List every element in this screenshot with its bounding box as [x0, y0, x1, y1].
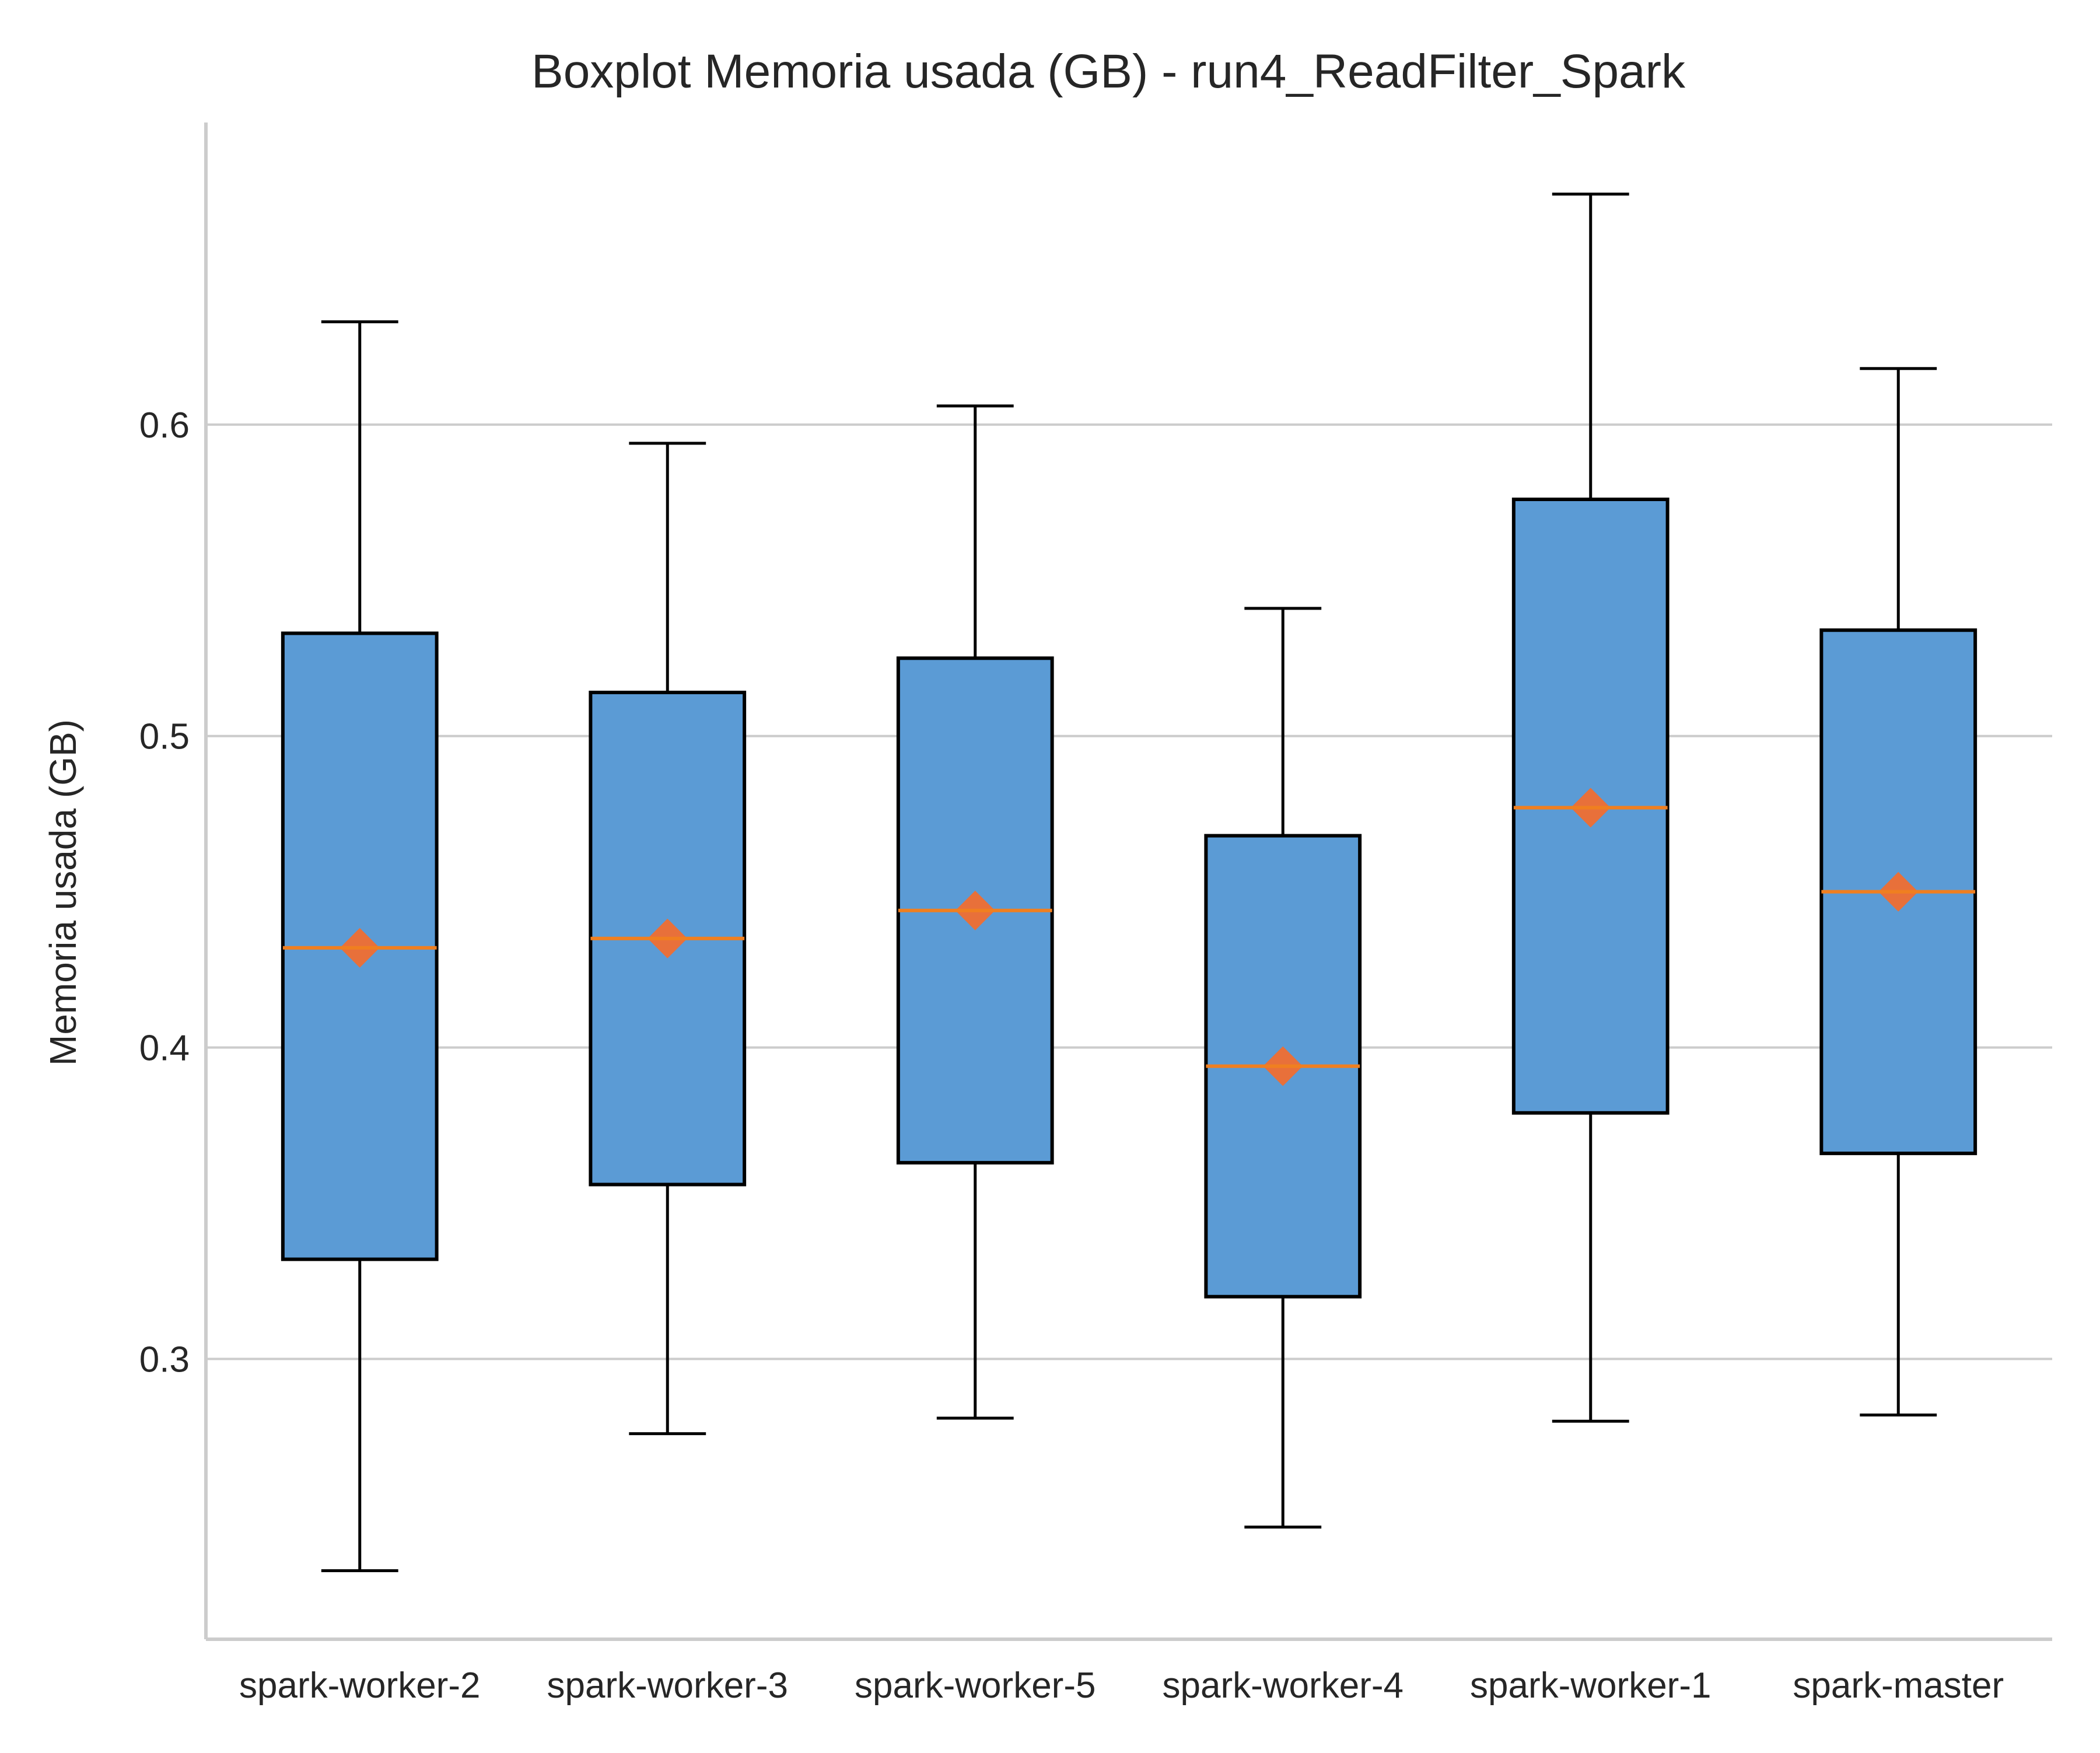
box-spark-worker-3 [589, 442, 747, 1436]
box-spark-worker-1 [1511, 193, 1670, 1423]
y-tick-label: 0.4 [139, 1028, 190, 1069]
tick-labels: 0.3 0.4 0.5 0.6 spark-worker-2 spark-worker-3… [139, 405, 2004, 1706]
y-tick-label: 0.5 [139, 717, 190, 757]
box-spark-master [1819, 367, 1978, 1417]
axes [204, 123, 2052, 1641]
box-spark-worker-2 [281, 320, 439, 1573]
box-spark-worker-5 [896, 404, 1054, 1420]
chart-title: Boxplot Memoria usada (GB) - run4_ReadFi… [531, 45, 1686, 98]
gridlines [206, 423, 2052, 1360]
x-tick-label: spark-worker-3 [547, 1665, 788, 1706]
y-axis-label: Memoria usada (GB) [42, 719, 84, 1066]
x-tick-label: spark-worker-5 [855, 1665, 1096, 1706]
y-tick-label: 0.6 [139, 405, 190, 446]
x-tick-label: spark-worker-4 [1163, 1665, 1404, 1706]
x-tick-label: spark-worker-1 [1470, 1665, 1711, 1706]
x-tick-label: spark-worker-2 [239, 1665, 480, 1706]
y-tick-label: 0.3 [139, 1340, 190, 1380]
box-spark-worker-4 [1204, 607, 1362, 1529]
boxes [281, 193, 1978, 1573]
x-tick-label: spark-master [1793, 1665, 2004, 1706]
